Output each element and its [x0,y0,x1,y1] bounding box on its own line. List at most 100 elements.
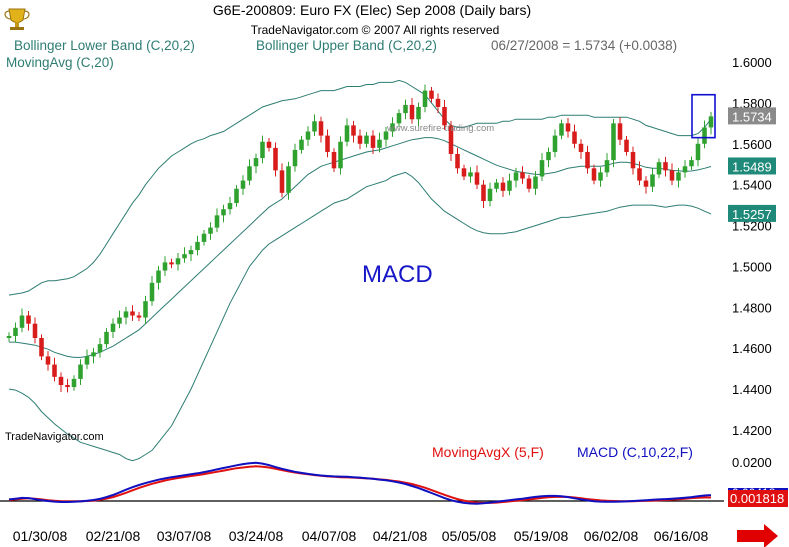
candle-body [351,125,356,136]
last-price-label-bg [728,107,776,125]
candle-body [429,90,434,99]
candle-body [455,154,460,169]
candle-body [188,250,194,255]
macd-legend-signal: MovingAvgX (5,F) [432,444,544,460]
candle-body [409,104,415,120]
candle-body [520,172,525,179]
date-tick-label: 05/19/08 [514,528,569,544]
watermark: www.surefire-trading.com [386,123,494,134]
candle-body [442,106,447,126]
candle-body [435,98,441,107]
candle-body [143,301,148,318]
candle-body [84,356,90,365]
macd-legend-macd: MACD (C,10,22,F) [577,444,693,460]
candle-body [474,172,480,185]
candle-body [364,135,369,144]
candle-body [318,121,324,136]
price-tick-label: 1.5600 [732,137,772,152]
date-tick-label: 02/21/08 [86,528,141,544]
date-tick-label: 01/30/08 [13,528,68,544]
date-tick-label: 03/24/08 [229,528,284,544]
candle-body [6,335,12,338]
candle-body [598,172,603,181]
candle-body [611,123,616,161]
date-tick-label: 03/07/08 [157,528,212,544]
candle-body [344,125,350,142]
candle-body [221,209,226,216]
candle-body [110,323,116,332]
candle-body [708,116,714,128]
date-tick-label: 05/05/08 [442,528,497,544]
candle-body [591,168,597,181]
candle-body [279,170,285,193]
candle-body [208,227,213,234]
bollinger-upper-line [8,79,712,296]
candle-body [656,162,662,175]
candle-body [578,143,584,152]
candle-body [338,141,343,169]
candle-body [182,254,187,259]
last-price-label: 1.5734 [732,109,772,124]
candle-body [630,151,636,169]
scroll-right-arrow[interactable] [737,524,778,547]
candle-body [169,262,174,265]
candle-body [52,364,57,377]
candle-body [468,172,473,177]
candle-body [546,151,551,161]
candle-body [572,131,577,144]
candle-body [585,151,590,169]
candle-body [448,125,454,154]
candle-body [266,141,272,148]
candle-body [104,331,109,345]
candle-body [130,311,135,316]
candle-body [669,170,675,181]
lower-band-label: 1.5257 [732,207,772,222]
candle-body [702,127,707,144]
candle-body [689,160,694,167]
legend-bollinger-upper: Bollinger Upper Band (C,20,2) [256,38,437,53]
macd-tick-label: 0.0200 [732,455,772,470]
candle-body [136,315,142,318]
bollinger-lower-line [8,171,712,462]
candle-body [507,180,512,191]
candle-body [695,143,701,161]
candle-body [78,364,83,379]
candle-body [32,323,38,338]
candle-body [71,378,77,388]
highlight-box [691,93,716,139]
signal-line [8,465,711,504]
candle-body [292,149,298,167]
candle-body [481,184,486,202]
footer-brand: TradeNavigator.com [5,431,104,443]
candle-body [312,121,317,132]
price-tick-label: 1.4200 [732,423,772,438]
candle-body [624,139,629,152]
legend-moving-avg: MovingAvg (C,20) [6,55,114,70]
moving-avg-label: 1.5489 [732,159,772,174]
candle-body [58,376,64,386]
candle-body [39,338,44,357]
candle-body [617,123,623,140]
candle-body [26,315,31,324]
candle-body [117,317,122,324]
candle-body [19,315,25,328]
candle-body [149,282,155,302]
candle-body [663,162,668,171]
price-tick-label: 1.5000 [732,259,772,274]
candle-body [227,203,233,210]
candle-body [273,147,278,171]
candle-body [97,344,103,353]
candle-body [247,166,252,181]
macd-annotation: MACD [362,261,433,288]
candle-body [305,131,311,140]
candle-body [299,139,304,150]
candle-body [526,178,532,189]
signal-value-bg [728,490,788,507]
trophy-icon [4,8,30,30]
candle-body [201,233,207,242]
date-tick-label: 04/07/08 [302,528,357,544]
candle-body [552,135,558,152]
signal-value-label: 0.001818 [730,491,784,506]
price-tick-label: 1.4800 [732,300,772,315]
